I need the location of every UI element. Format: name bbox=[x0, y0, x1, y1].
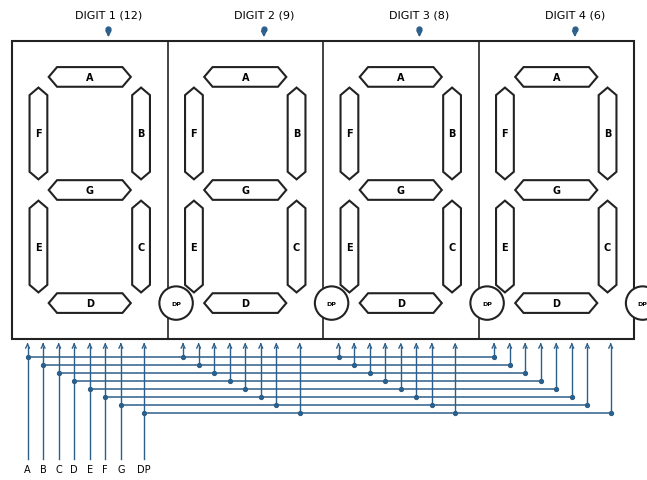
Polygon shape bbox=[360, 181, 442, 201]
Text: DP: DP bbox=[171, 301, 181, 306]
Text: B: B bbox=[604, 129, 611, 139]
Text: DIGIT 3 (8): DIGIT 3 (8) bbox=[389, 10, 450, 20]
Polygon shape bbox=[185, 201, 203, 293]
Polygon shape bbox=[340, 201, 358, 293]
Text: E: E bbox=[87, 464, 93, 474]
Circle shape bbox=[159, 287, 193, 320]
Text: E: E bbox=[191, 242, 197, 252]
Polygon shape bbox=[30, 88, 47, 180]
Text: DIGIT 4 (6): DIGIT 4 (6) bbox=[545, 10, 605, 20]
Text: E: E bbox=[35, 242, 42, 252]
Polygon shape bbox=[598, 201, 617, 293]
Polygon shape bbox=[30, 201, 47, 293]
Circle shape bbox=[470, 287, 504, 320]
Polygon shape bbox=[515, 68, 597, 87]
Polygon shape bbox=[515, 294, 597, 313]
Text: C: C bbox=[604, 242, 611, 252]
Text: F: F bbox=[35, 129, 42, 139]
Text: A: A bbox=[241, 73, 249, 83]
Text: B: B bbox=[448, 129, 455, 139]
Polygon shape bbox=[598, 88, 617, 180]
Polygon shape bbox=[204, 294, 287, 313]
Text: DIGIT 2 (9): DIGIT 2 (9) bbox=[234, 10, 294, 20]
Polygon shape bbox=[496, 88, 514, 180]
Polygon shape bbox=[132, 201, 150, 293]
Text: F: F bbox=[501, 129, 509, 139]
Text: B: B bbox=[293, 129, 300, 139]
Polygon shape bbox=[204, 181, 287, 201]
Polygon shape bbox=[515, 181, 597, 201]
Text: G: G bbox=[241, 186, 249, 195]
Text: D: D bbox=[241, 299, 249, 309]
Text: E: E bbox=[346, 242, 353, 252]
Polygon shape bbox=[49, 181, 131, 201]
Text: DP: DP bbox=[137, 464, 151, 474]
Bar bbox=[12, 42, 634, 339]
Polygon shape bbox=[288, 201, 305, 293]
Polygon shape bbox=[288, 88, 305, 180]
Text: G: G bbox=[86, 186, 94, 195]
Polygon shape bbox=[443, 201, 461, 293]
Text: C: C bbox=[448, 242, 455, 252]
Polygon shape bbox=[185, 88, 203, 180]
Text: A: A bbox=[397, 73, 404, 83]
Text: DP: DP bbox=[327, 301, 336, 306]
Polygon shape bbox=[360, 68, 442, 87]
Text: G: G bbox=[397, 186, 405, 195]
Text: G: G bbox=[117, 464, 125, 474]
Text: D: D bbox=[397, 299, 405, 309]
Polygon shape bbox=[360, 294, 442, 313]
Text: B: B bbox=[39, 464, 47, 474]
Text: G: G bbox=[553, 186, 560, 195]
Polygon shape bbox=[132, 88, 150, 180]
Text: DIGIT 1 (12): DIGIT 1 (12) bbox=[75, 10, 142, 20]
Polygon shape bbox=[49, 294, 131, 313]
Text: E: E bbox=[501, 242, 509, 252]
Text: C: C bbox=[55, 464, 62, 474]
Text: DP: DP bbox=[638, 301, 647, 306]
Circle shape bbox=[315, 287, 348, 320]
Text: A: A bbox=[24, 464, 31, 474]
Text: F: F bbox=[102, 464, 108, 474]
Text: B: B bbox=[137, 129, 145, 139]
Text: D: D bbox=[553, 299, 560, 309]
Text: D: D bbox=[71, 464, 78, 474]
Polygon shape bbox=[49, 68, 131, 87]
Text: C: C bbox=[293, 242, 300, 252]
Text: F: F bbox=[346, 129, 353, 139]
Text: F: F bbox=[191, 129, 197, 139]
Polygon shape bbox=[204, 68, 287, 87]
Text: A: A bbox=[86, 73, 94, 83]
Text: D: D bbox=[86, 299, 94, 309]
Circle shape bbox=[626, 287, 647, 320]
Text: A: A bbox=[553, 73, 560, 83]
Text: C: C bbox=[137, 242, 145, 252]
Polygon shape bbox=[443, 88, 461, 180]
Polygon shape bbox=[496, 201, 514, 293]
Polygon shape bbox=[340, 88, 358, 180]
Text: DP: DP bbox=[482, 301, 492, 306]
